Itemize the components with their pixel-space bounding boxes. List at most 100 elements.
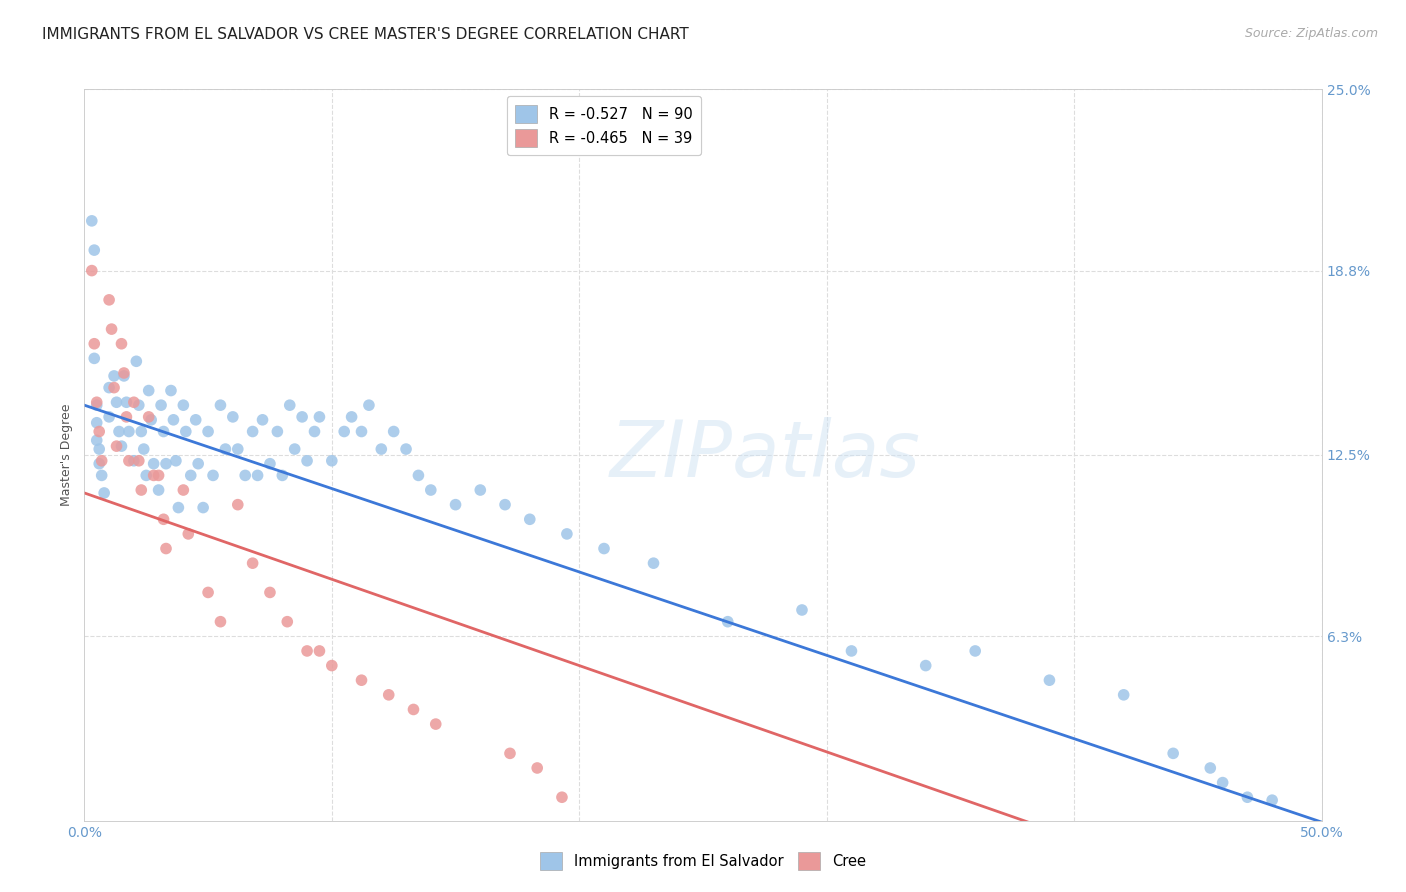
Point xyxy=(138,384,160,398)
Point xyxy=(172,483,194,497)
Point xyxy=(304,425,326,439)
Point xyxy=(86,395,108,409)
Point xyxy=(129,483,152,497)
Point xyxy=(408,468,430,483)
Point xyxy=(128,454,150,468)
Point xyxy=(155,541,177,556)
Point xyxy=(643,556,665,570)
Point xyxy=(357,398,380,412)
Point xyxy=(914,658,936,673)
Point xyxy=(333,425,356,439)
Point xyxy=(135,468,157,483)
Point xyxy=(80,214,103,228)
Point xyxy=(226,442,249,456)
Point xyxy=(115,395,138,409)
Point xyxy=(83,243,105,257)
Point xyxy=(1212,775,1234,789)
Point xyxy=(350,673,373,688)
Point xyxy=(340,409,363,424)
Point xyxy=(132,442,155,456)
Point xyxy=(93,486,115,500)
Point xyxy=(551,790,574,805)
Point xyxy=(165,454,187,468)
Point xyxy=(83,351,105,366)
Point xyxy=(105,439,128,453)
Point xyxy=(125,354,148,368)
Point xyxy=(425,717,447,731)
Point xyxy=(80,263,103,277)
Point xyxy=(174,425,197,439)
Point xyxy=(142,457,165,471)
Point xyxy=(167,500,190,515)
Point xyxy=(118,425,141,439)
Point xyxy=(150,398,173,412)
Point xyxy=(177,527,200,541)
Point xyxy=(284,442,307,456)
Point xyxy=(494,498,516,512)
Point xyxy=(112,368,135,383)
Point xyxy=(321,658,343,673)
Point xyxy=(184,413,207,427)
Point xyxy=(382,425,405,439)
Point xyxy=(841,644,863,658)
Point xyxy=(83,336,105,351)
Point xyxy=(1112,688,1135,702)
Point xyxy=(90,468,112,483)
Point xyxy=(470,483,492,497)
Point xyxy=(148,483,170,497)
Point xyxy=(103,381,125,395)
Point xyxy=(377,688,399,702)
Point xyxy=(276,615,298,629)
Point xyxy=(214,442,236,456)
Point xyxy=(122,395,145,409)
Point xyxy=(295,454,318,468)
Text: IMMIGRANTS FROM EL SALVADOR VS CREE MASTER'S DEGREE CORRELATION CHART: IMMIGRANTS FROM EL SALVADOR VS CREE MAST… xyxy=(42,27,689,42)
Point xyxy=(209,615,232,629)
Point xyxy=(246,468,269,483)
Point xyxy=(202,468,225,483)
Point xyxy=(242,556,264,570)
Point xyxy=(370,442,392,456)
Point xyxy=(155,457,177,471)
Point xyxy=(112,366,135,380)
Point xyxy=(308,409,330,424)
Point xyxy=(226,498,249,512)
Point xyxy=(1199,761,1222,775)
Point xyxy=(180,468,202,483)
Point xyxy=(266,425,288,439)
Point xyxy=(291,409,314,424)
Legend: R = -0.527   N = 90, R = -0.465   N = 39: R = -0.527 N = 90, R = -0.465 N = 39 xyxy=(506,96,702,155)
Point xyxy=(86,398,108,412)
Legend: Immigrants from El Salvador, Cree: Immigrants from El Salvador, Cree xyxy=(534,847,872,876)
Point xyxy=(519,512,541,526)
Text: Source: ZipAtlas.com: Source: ZipAtlas.com xyxy=(1244,27,1378,40)
Point xyxy=(350,425,373,439)
Point xyxy=(100,322,122,336)
Point xyxy=(242,425,264,439)
Point xyxy=(1236,790,1258,805)
Point xyxy=(965,644,987,658)
Point xyxy=(295,644,318,658)
Point xyxy=(162,413,184,427)
Point xyxy=(197,425,219,439)
Point xyxy=(209,398,232,412)
Point xyxy=(1038,673,1060,688)
Point xyxy=(115,409,138,424)
Point xyxy=(98,381,121,395)
Point xyxy=(98,293,121,307)
Point xyxy=(148,468,170,483)
Point xyxy=(717,615,740,629)
Point xyxy=(138,409,160,424)
Point xyxy=(790,603,813,617)
Point xyxy=(90,454,112,468)
Point xyxy=(172,398,194,412)
Point xyxy=(98,409,121,424)
Point xyxy=(1161,747,1184,761)
Point xyxy=(233,468,256,483)
Point xyxy=(252,413,274,427)
Point xyxy=(108,425,131,439)
Point xyxy=(395,442,418,456)
Point xyxy=(128,398,150,412)
Point xyxy=(89,442,111,456)
Point xyxy=(118,454,141,468)
